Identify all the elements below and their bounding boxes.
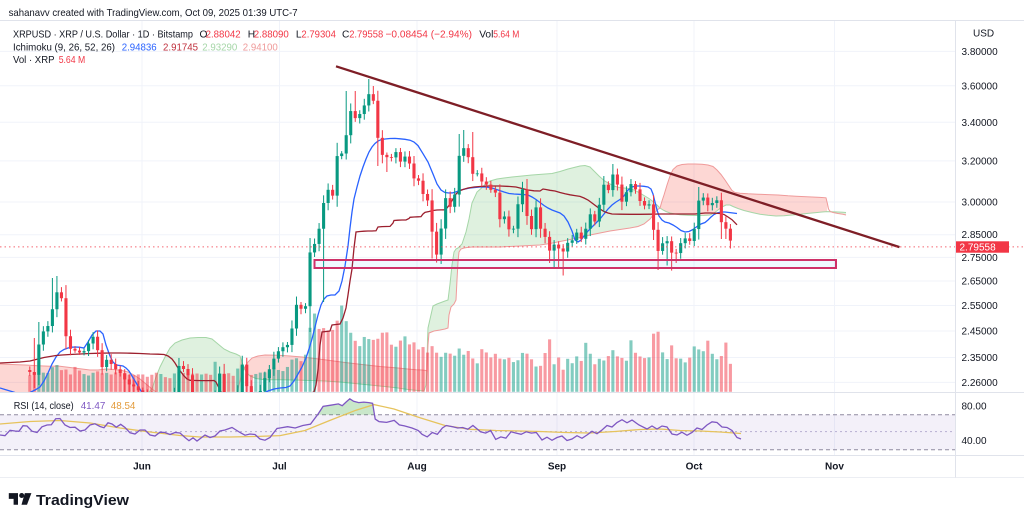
- svg-text:Ichimoku (9, 26, 52, 26): Ichimoku (9, 26, 52, 26): [13, 43, 115, 54]
- svg-text:2.79558: 2.79558: [349, 30, 383, 41]
- svg-text:RSI (14, close): RSI (14, close): [14, 401, 74, 412]
- svg-text:2.55000: 2.55000: [962, 301, 999, 312]
- svg-text:Oct: Oct: [686, 462, 703, 473]
- svg-text:2.88042: 2.88042: [206, 30, 241, 41]
- svg-text:2.35000: 2.35000: [962, 353, 999, 364]
- svg-text:3.40000: 3.40000: [962, 118, 999, 129]
- svg-text:XRPUSD · XRP / U.S. Dollar · 1: XRPUSD · XRP / U.S. Dollar · 1D · Bitsta…: [13, 30, 193, 41]
- svg-text:80.00: 80.00: [962, 402, 987, 413]
- svg-text:2.93290: 2.93290: [202, 43, 237, 54]
- svg-text:Jul: Jul: [272, 462, 287, 473]
- svg-text:Vol · XRP: Vol · XRP: [13, 55, 55, 66]
- svg-text:40.00: 40.00: [962, 436, 987, 447]
- svg-text:2.79558: 2.79558: [960, 242, 997, 253]
- svg-text:L: L: [296, 30, 302, 41]
- svg-text:2.91745: 2.91745: [163, 43, 198, 54]
- svg-text:2.85000: 2.85000: [962, 230, 999, 241]
- svg-text:2.88090: 2.88090: [254, 30, 289, 41]
- svg-text:Sep: Sep: [548, 462, 566, 473]
- svg-text:Jun: Jun: [133, 462, 151, 473]
- svg-text:TradingView: TradingView: [36, 492, 129, 509]
- svg-text:3.60000: 3.60000: [962, 81, 999, 92]
- svg-text:5.64 M: 5.64 M: [493, 30, 519, 41]
- svg-text:O: O: [200, 30, 208, 41]
- svg-text:−0.08454 (−2.94%): −0.08454 (−2.94%): [386, 30, 473, 41]
- svg-text:3.00000: 3.00000: [962, 198, 999, 209]
- svg-text:USD: USD: [973, 29, 994, 40]
- svg-text:Nov: Nov: [825, 462, 844, 473]
- svg-text:H: H: [248, 30, 255, 41]
- svg-text:41.47: 41.47: [81, 401, 106, 412]
- svg-text:C: C: [342, 30, 349, 41]
- svg-text:2.26000: 2.26000: [962, 378, 999, 389]
- svg-text:sahanavv created with TradingV: sahanavv created with TradingView.com, O…: [9, 7, 298, 19]
- svg-text:Vol: Vol: [479, 30, 493, 41]
- svg-text:2.94100: 2.94100: [243, 43, 278, 54]
- svg-text:2.79304: 2.79304: [301, 30, 336, 41]
- svg-text:3.20000: 3.20000: [962, 156, 999, 167]
- svg-text:2.45000: 2.45000: [962, 327, 999, 338]
- svg-text:2.65000: 2.65000: [962, 277, 999, 288]
- svg-text:48.54: 48.54: [111, 401, 136, 412]
- svg-text:Aug: Aug: [407, 462, 426, 473]
- svg-text:2.94836: 2.94836: [122, 43, 157, 54]
- svg-text:5.64 M: 5.64 M: [59, 55, 85, 66]
- svg-text:3.80000: 3.80000: [962, 47, 999, 58]
- svg-text:2.75000: 2.75000: [962, 253, 999, 264]
